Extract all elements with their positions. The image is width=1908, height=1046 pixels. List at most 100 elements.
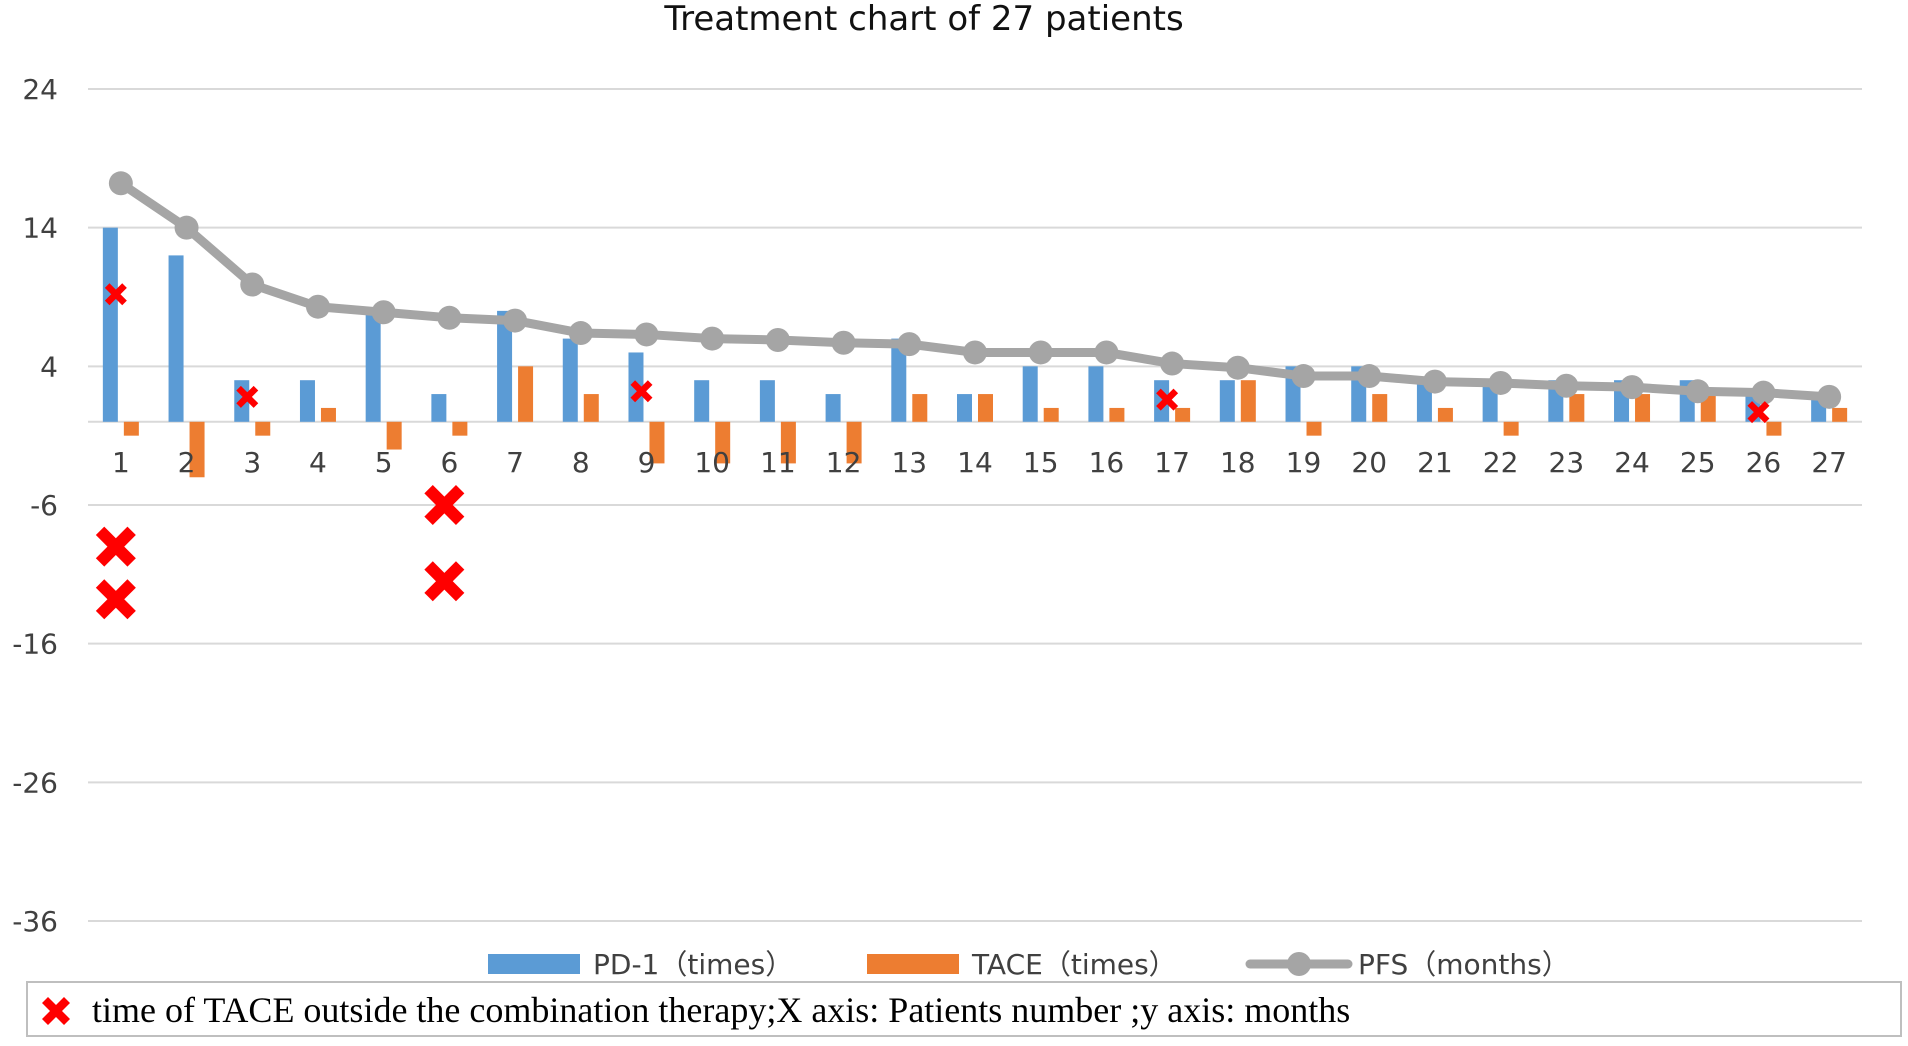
tace-outside-markers (95, 283, 1770, 620)
tace-outside-marker (424, 561, 465, 602)
pfs-point (1357, 364, 1382, 389)
pd1-bar (759, 380, 775, 422)
tace-bar (123, 421, 139, 436)
legend-pd1-swatch (488, 954, 580, 974)
tace-bar (1503, 421, 1519, 436)
pfs-point (108, 171, 133, 196)
pfs-point (437, 305, 462, 330)
tace-bar (1109, 407, 1125, 422)
pfs-point (1225, 355, 1250, 380)
tace-bar (715, 421, 731, 464)
tace-outside-marker (104, 283, 127, 306)
pfs-point (634, 322, 659, 347)
tace-bar (189, 421, 205, 478)
tace-bar (518, 366, 534, 422)
y-tick-label: -6 (30, 489, 58, 522)
x-tick-label: 26 (1746, 446, 1782, 479)
tace-bar (320, 407, 336, 422)
y-tick-label: -36 (12, 905, 58, 938)
x-tick-label: 10 (694, 446, 730, 479)
pd1-bar (431, 394, 447, 422)
tace-outside-marker (95, 579, 136, 620)
tace-bar (255, 421, 271, 436)
x-tick-label: 23 (1549, 446, 1585, 479)
tace-outside-marker (236, 385, 259, 408)
tace-bar (583, 394, 599, 422)
pd1-bar (365, 310, 381, 422)
tace-outside-marker (1156, 388, 1179, 411)
tace-bar (1766, 421, 1782, 436)
tace-outside-marker (95, 526, 136, 567)
legend-pfs-marker (1287, 952, 1311, 976)
pfs-point (700, 326, 725, 351)
legend-pd1-label: PD-1（times） (593, 948, 793, 981)
tace-bar (1043, 407, 1059, 422)
tace-bar (386, 421, 402, 450)
pd1-bar (694, 380, 710, 422)
x-axis-labels: 1 2 3 4 5 6 7 8 9 10 11 12 13 14 15 16 17 18 19 20 21 22 23 24 2… (112, 446, 1847, 479)
pd1-bar (1088, 366, 1104, 422)
x-tick-label: 16 (1089, 446, 1125, 479)
pd1-bar (497, 310, 513, 422)
pfs-point (174, 215, 199, 240)
pfs-point (1094, 340, 1119, 365)
x-tick-label: 1 (112, 446, 130, 479)
pfs-point (305, 294, 330, 319)
footnote-text: time of TACE outside the combination the… (92, 990, 1351, 1030)
y-tick-label: -16 (12, 628, 58, 661)
pd1-bar (891, 338, 907, 422)
x-tick-label: 25 (1680, 446, 1716, 479)
red-cross-icon (42, 997, 70, 1025)
y-axis-ticks: 24 14 4 -6 -16 -26 -36 (12, 73, 58, 938)
pfs-point (240, 272, 265, 297)
pfs-point (1160, 351, 1185, 376)
legend-tace-swatch (867, 954, 959, 974)
pfs-point (503, 308, 528, 333)
footnote-box: time of TACE outside the combination the… (26, 981, 1902, 1037)
x-tick-label: 11 (760, 446, 796, 479)
tace-bar (1635, 394, 1651, 422)
tace-bar (1306, 421, 1322, 436)
x-tick-label: 9 (638, 446, 656, 479)
legend: PD-1（times） TACE（times） PFS（months） (488, 948, 1570, 981)
y-tick-label: 14 (22, 212, 58, 245)
tace-bar (1569, 394, 1585, 422)
tace-bar (846, 421, 862, 464)
tace-bar (780, 421, 796, 464)
x-tick-label: 8 (572, 446, 590, 479)
tace-bar (912, 394, 928, 422)
x-tick-label: 14 (957, 446, 993, 479)
pd1-bar (825, 394, 841, 422)
x-tick-label: 7 (506, 446, 524, 479)
x-tick-label: 22 (1483, 446, 1519, 479)
tace-bar (1832, 407, 1848, 422)
x-tick-label: 17 (1154, 446, 1190, 479)
pfs-point (1620, 375, 1645, 400)
tace-outside-marker (424, 485, 465, 525)
legend-pfs-label: PFS（months） (1358, 948, 1570, 981)
x-tick-label: 27 (1811, 446, 1847, 479)
x-tick-label: 2 (178, 446, 196, 479)
y-tick-label: 24 (22, 73, 58, 106)
tace-bar (978, 394, 993, 422)
pfs-line-series (108, 171, 1842, 409)
x-tick-label: 6 (440, 446, 458, 479)
tace-bar (1240, 380, 1256, 422)
x-tick-label: 4 (309, 446, 327, 479)
pd1-bar (562, 338, 578, 422)
pfs-point (371, 300, 396, 325)
x-tick-label: 24 (1614, 446, 1650, 479)
tace-bar (1372, 394, 1388, 422)
tace-bar (1175, 407, 1191, 422)
chart-title: Treatment chart of 27 patients (663, 0, 1183, 39)
tace-bar (452, 421, 468, 436)
tace-bar (1437, 407, 1453, 422)
legend-tace-label: TACE（times） (971, 948, 1177, 981)
gridlines (88, 88, 1862, 922)
y-tick-label: 4 (40, 350, 58, 383)
pfs-point (568, 321, 593, 346)
pd1-bar (1219, 380, 1235, 422)
pfs-point (1817, 384, 1842, 409)
x-tick-label: 18 (1220, 446, 1256, 479)
